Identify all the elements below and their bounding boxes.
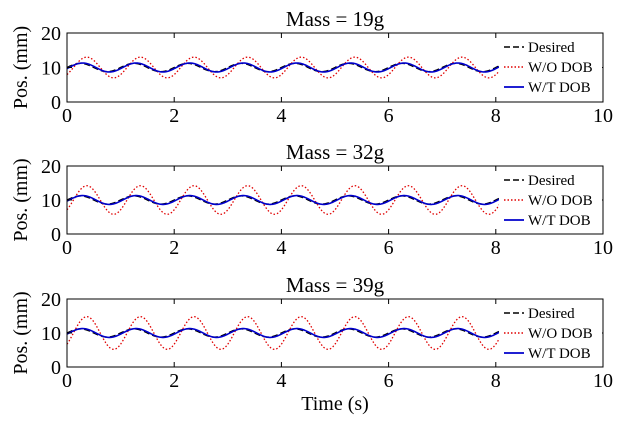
- legend-entry: W/O DOB: [528, 326, 593, 342]
- x-tick-label: 8: [491, 237, 501, 259]
- x-tick-label: 4: [276, 370, 286, 392]
- x-tick-label: 6: [384, 237, 394, 259]
- legend: Desired W/O DOB W/T DOB: [499, 35, 602, 99]
- y-tick-label: 0: [51, 92, 61, 114]
- x-tick-label: 0: [62, 370, 72, 392]
- x-tick-label: 0: [62, 105, 72, 127]
- x-tick-label: 2: [169, 105, 179, 127]
- series-line-w-t-dob: [67, 327, 505, 339]
- y-tick-label: 10: [41, 190, 61, 212]
- legend: Desired W/O DOB W/T DOB: [499, 168, 602, 232]
- y-tick-label: 0: [51, 224, 61, 246]
- chart-panel-1: Mass = 19g 0 2 4 6 8 10 0 10 20 Pos. (mm) Desired W/…: [10, 7, 613, 127]
- x-tick-label: 2: [169, 370, 179, 392]
- series-line-desired: [67, 62, 505, 73]
- x-tick-label: 0: [62, 237, 72, 259]
- legend-box: [499, 301, 602, 365]
- x-tick-label: 6: [384, 105, 394, 127]
- x-tick-label: 10: [593, 237, 613, 259]
- panel-title: Mass = 19g: [286, 7, 385, 31]
- legend: Desired W/O DOB W/T DOB: [499, 301, 602, 365]
- x-tick-label: 8: [491, 105, 501, 127]
- x-tick-label: 10: [593, 105, 613, 127]
- x-tick-label: 4: [276, 105, 286, 127]
- x-axis-label: Time (s): [301, 393, 369, 415]
- y-axis-label: Pos. (mm): [10, 26, 32, 109]
- y-tick-label: 10: [41, 323, 61, 345]
- y-axis-label: Pos. (mm): [10, 158, 32, 241]
- series-line-w-o-dob: [67, 185, 505, 215]
- y-axis-label: Pos. (mm): [10, 291, 32, 374]
- series-line-w-o-dob: [67, 316, 505, 350]
- legend-box: [499, 35, 602, 99]
- series-line-w-o-dob: [67, 56, 505, 79]
- series-line-w-t-dob: [67, 194, 505, 206]
- x-tick-label: 6: [384, 370, 394, 392]
- legend-entry: W/O DOB: [528, 60, 593, 76]
- y-tick-label: 20: [41, 23, 61, 45]
- y-tick-label: 20: [41, 156, 61, 178]
- legend-entry: Desired: [528, 306, 575, 322]
- panel-title: Mass = 32g: [286, 140, 385, 164]
- panel-title: Mass = 39g: [286, 273, 385, 297]
- legend-entry: W/T DOB: [528, 346, 591, 362]
- x-tick-label: 2: [169, 237, 179, 259]
- series-line-w-t-dob: [67, 62, 505, 73]
- legend-box: [499, 168, 602, 232]
- x-tick-label: 8: [491, 370, 501, 392]
- x-tick-label: 4: [276, 237, 286, 259]
- chart-panel-2: Mass = 32g 0 2 4 6 8 10 0 10 20 Pos. (mm) Desired W/…: [10, 140, 613, 259]
- x-tick-label: 10: [593, 370, 613, 392]
- y-tick-label: 0: [51, 357, 61, 379]
- y-tick-label: 20: [41, 289, 61, 311]
- legend-entry: Desired: [528, 173, 575, 189]
- legend-entry: Desired: [528, 40, 575, 56]
- legend-entry: W/T DOB: [528, 80, 591, 96]
- y-tick-label: 10: [41, 58, 61, 80]
- chart-panel-3: Mass = 39g 0 2 4 6 8 10 0 10 20 Pos. (mm) Time (s) D…: [10, 273, 613, 415]
- legend-entry: W/O DOB: [528, 193, 593, 209]
- legend-entry: W/T DOB: [528, 213, 591, 229]
